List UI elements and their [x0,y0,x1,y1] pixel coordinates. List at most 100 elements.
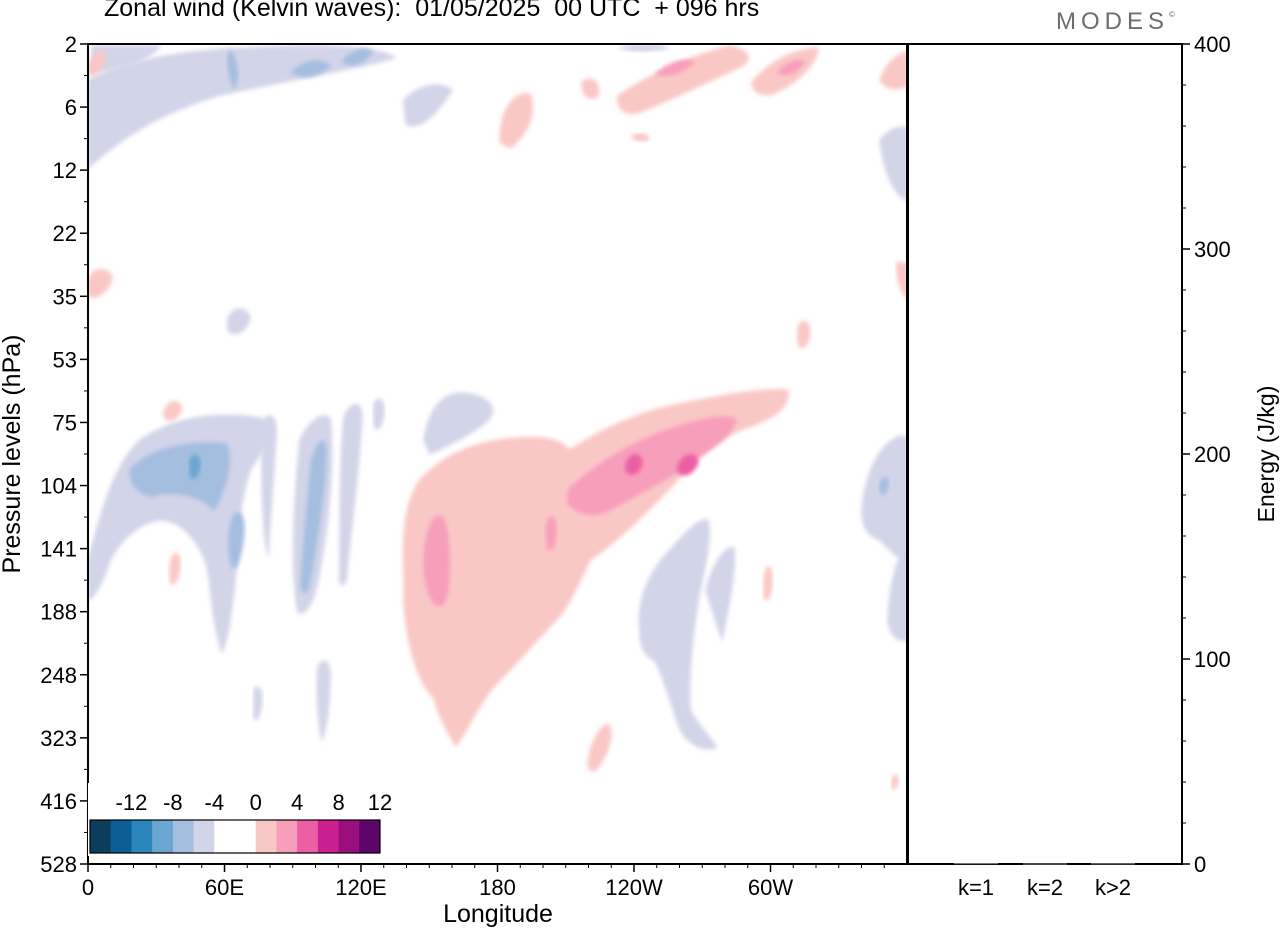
easterly-anomaly-region [887,547,907,642]
colorbar-swatch [152,820,174,853]
pressure-tick-label: 12 [53,158,77,183]
colorbar-swatch [359,820,381,853]
longitude-tick-label: 120W [605,875,663,900]
heatmap-plot-area [88,44,907,864]
easterly-anomaly-region [227,308,251,335]
energy-bar [954,862,998,865]
colorbar-swatch [317,820,340,853]
x-axis-title: Longitude [443,900,553,928]
colorbar-swatch [297,820,319,853]
easterly-anomaly-region [189,454,201,479]
energy-category-label: k>2 [1095,875,1131,900]
easterly-anomaly-region [340,48,373,66]
logo-text: MODES [1056,8,1170,35]
energy-tick-label: 200 [1194,442,1231,467]
westerly-anomaly-region [677,454,699,476]
westerly-anomaly-region [499,93,533,149]
westerly-anomaly-region [631,133,649,142]
y-axis-title: Pressure levels (hPa) [0,335,26,574]
colorbar-swatch [214,820,236,853]
westerly-anomaly-region [163,400,183,421]
pressure-tick-label: 141 [40,537,77,562]
colorbar-swatch [193,820,215,853]
westerly-anomaly-region [423,515,450,607]
pressure-axis: 2 6 12 22 35 53 75 104 141 188 248 323 416 528 [40,32,88,877]
easterly-anomaly-region [705,547,736,641]
colorbar-swatch [110,820,132,853]
colorbar-swatch [235,820,257,853]
colorbar-frame [89,819,381,854]
modes-logo: MODES© [1056,8,1175,36]
easterly-anomaly-region [423,392,494,456]
pressure-tick-label: 528 [40,852,77,877]
colorbar-swatch [338,820,360,853]
easterly-anomaly-region [638,519,717,750]
westerly-anomaly-region [567,416,737,516]
westerly-anomaly-region [625,454,643,475]
chart-title: Zonal wind (Kelvin waves): 01/05/2025 00… [104,0,760,22]
westerly-anomaly-region [896,261,907,299]
westerly-anomaly-region [587,723,612,772]
colorbar-label: -4 [205,790,225,815]
longitude-axis: 0 60E 120E 180 120W 60W [82,864,885,900]
colorbar: -12 -8 -4 0 4 8 12 [88,783,392,856]
westerly-anomaly-region [581,78,600,100]
colorbar-label: 4 [291,790,303,815]
energy-bar [1091,863,1135,865]
easterly-anomaly-region [617,44,671,52]
pressure-tick-label: 75 [53,410,77,435]
easterly-anomaly-region [373,398,385,430]
energy-tick-label: 100 [1194,647,1231,672]
easterly-anomaly-region [300,440,327,593]
colorbar-swatch [131,820,153,853]
westerly-anomaly-region [797,320,811,349]
easterly-anomaly-region [290,60,332,78]
pressure-tick-label: 2 [65,32,77,57]
easterly-anomaly-region [228,511,245,569]
wind-anomaly-field [88,44,907,791]
energy-panel-frame [907,43,1183,865]
westerly-anomaly-region [891,774,899,791]
pressure-tick-label: 416 [40,789,77,814]
colorbar-swatch [172,820,195,853]
energy-bars: k=1 k=2 k>2 [954,862,1135,900]
longitude-tick-label: 0 [82,875,94,900]
easterly-anomaly-region [403,84,453,127]
easterly-anomaly-region [253,686,263,721]
pressure-tick-label: 22 [53,221,77,246]
easterly-anomaly-region [261,415,277,557]
longitude-tick-label: 60W [748,875,793,900]
colorbar-swatch [90,820,112,853]
easterly-anomaly-region [879,126,907,201]
longitude-tick-label: 120E [335,875,386,900]
westerly-anomaly-region [763,566,773,601]
colorbar-swatch [255,820,277,853]
pressure-tick-label: 104 [40,474,77,499]
easterly-anomaly-region [129,442,230,512]
pressure-tick-label: 248 [40,663,77,688]
logo-mark: © [1169,10,1175,19]
easterly-anomaly-region [227,48,239,90]
pressure-tick-label: 188 [40,600,77,625]
pressure-tick-label: 323 [40,726,77,751]
easterly-anomaly-region [88,45,397,170]
colorbar-label: -8 [163,790,183,815]
colorbar-label: 8 [332,790,344,815]
easterly-anomaly-region [879,476,889,496]
colorbar-label: -12 [116,790,148,815]
energy-tick-label: 0 [1194,852,1206,877]
energy-category-label: k=2 [1027,875,1063,900]
colorbar-label: 0 [250,790,262,815]
energy-tick-label: 400 [1194,32,1231,57]
energy-axis-title: Energy (J/kg) [1253,386,1279,523]
energy-bar [1023,863,1067,865]
energy-category-label: k=1 [958,875,994,900]
westerly-anomaly-region [169,553,181,585]
energy-axis: 0 100 200 300 400 [1182,32,1231,877]
westerly-anomaly-region [88,268,113,298]
westerly-anomaly-region [654,59,696,76]
pressure-tick-label: 35 [53,284,77,309]
easterly-anomaly-region [316,660,331,743]
pressure-tick-label: 6 [65,95,77,120]
